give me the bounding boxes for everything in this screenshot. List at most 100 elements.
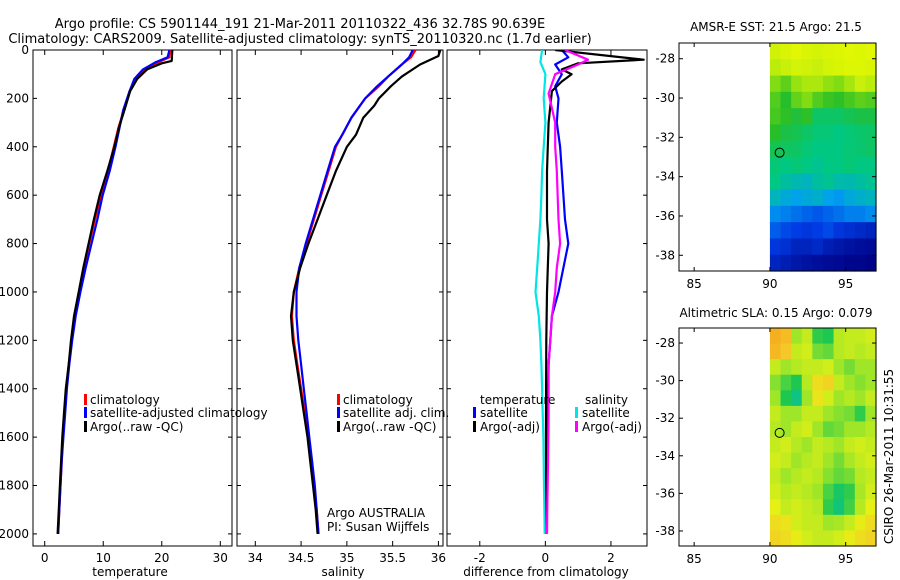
sla_map-cell: [865, 437, 877, 454]
sst_map-cell: [833, 157, 845, 174]
sla_map-cell: [780, 514, 792, 532]
salinity-series-2: [289, 50, 442, 534]
difference-xtick-label: 0: [542, 551, 550, 565]
temperature-ytick-label: 0: [21, 43, 29, 57]
sla_map-cell: [854, 483, 866, 500]
sst_map-cell: [844, 75, 856, 93]
sla_map-cell: [844, 328, 856, 345]
sla_map-cell: [769, 374, 782, 391]
sla-map-panel: 85 90 95 -28 -30 -32 -34 -36 -38: [655, 327, 877, 566]
sla_map-cell: [769, 530, 782, 547]
sst_map-cell: [769, 140, 782, 158]
sst_map-cell: [780, 205, 792, 223]
sla_map-cell: [780, 530, 792, 547]
sla_map-xtick-label: 90: [762, 552, 777, 566]
sst_map-cell: [833, 238, 845, 256]
sst_map-cell: [865, 108, 877, 126]
sst_map-cell: [801, 205, 813, 223]
sst_map-cell: [865, 222, 877, 240]
sla_map-cell: [822, 343, 835, 360]
sla_map-cell: [865, 390, 877, 407]
sla_map-cell: [769, 468, 782, 485]
sst_map-cell: [865, 75, 877, 93]
sla_map-cell: [791, 405, 803, 423]
sst_map-cell: [833, 59, 845, 77]
legend-label-diff-temp-satellite: satellite: [480, 406, 528, 420]
sst_map-cell: [812, 59, 824, 77]
sst_map-cell: [812, 238, 824, 256]
sla_map-cell: [812, 328, 824, 345]
sla_map-cell: [854, 405, 866, 423]
temperature-ytick-label: 1000: [0, 285, 29, 299]
sla_map-cell: [854, 437, 866, 454]
sst_map-cell: [833, 75, 845, 93]
temperature-ytick-label: 800: [6, 237, 29, 251]
figure-title-line1: Argo profile: CS 5901144_191 21-Mar-2011…: [55, 17, 545, 32]
sla_map-cell: [791, 390, 803, 407]
sst_map-cell: [833, 140, 845, 158]
sst_map-cell: [791, 173, 803, 191]
sst_map-cell: [822, 254, 835, 272]
sst_map-cell: [833, 43, 845, 60]
sst_map-cell: [812, 75, 824, 93]
sst_map-cell: [833, 205, 845, 223]
sst_map-cell: [791, 205, 803, 223]
sla_map-cell: [780, 390, 792, 407]
sst_map-cell: [854, 108, 866, 126]
sla_map-cell: [822, 530, 835, 547]
sst_map-cell: [791, 140, 803, 158]
sla_map-cell: [833, 374, 845, 391]
sla_map-cell: [791, 343, 803, 360]
sst_map-cell: [769, 205, 782, 223]
sla_map-cell: [833, 405, 845, 423]
sst_map-cell: [822, 222, 835, 240]
sst_map-cell: [780, 59, 792, 77]
sst_map-cell: [844, 140, 856, 158]
sst_map-cell: [780, 173, 792, 191]
sla_map-cell: [833, 437, 845, 454]
sla_map-cell: [780, 452, 792, 469]
salinity-plot-frame: [236, 49, 444, 547]
difference-xlabel: difference from climatology: [463, 565, 629, 579]
legend-swatch-diff-temp-satellite: [473, 407, 476, 418]
sst_map-cell: [812, 254, 824, 272]
sst_map-argo-location-marker: [774, 147, 785, 158]
sla_map-cell: [833, 530, 845, 547]
sla_map-cell: [844, 437, 856, 454]
sst_map-cell: [812, 91, 824, 109]
legend-swatch-sal-satellite: [337, 407, 340, 418]
sst_map-cell: [780, 157, 792, 174]
sst_map-cell: [812, 173, 824, 191]
sst_map-cell: [801, 108, 813, 126]
sla_map-cell: [769, 390, 782, 407]
sla_map-cell: [801, 483, 813, 500]
sst_map-xtick-label: 85: [687, 277, 702, 291]
sla_map-cell: [801, 499, 813, 516]
sla_map-cell: [822, 374, 835, 391]
legend-header-salinity: salinity: [585, 393, 628, 407]
sst_map-ytick-label: -34: [655, 170, 675, 184]
sst_map-cell: [801, 43, 813, 60]
sla_map-cell: [801, 468, 813, 485]
sst_map-cell: [780, 189, 792, 207]
sst_map-cell: [812, 157, 824, 174]
sst_map-cell: [854, 43, 866, 60]
sla_map-cell: [791, 499, 803, 516]
sst_map-cell: [844, 91, 856, 109]
sst_map-cell: [812, 222, 824, 240]
sla_map-cell: [791, 483, 803, 500]
sst_map-cell: [822, 140, 835, 158]
legend-swatch-diff-sal-satellite: [575, 407, 578, 418]
sst_map-cell: [844, 222, 856, 240]
sst_map-cell: [865, 91, 877, 109]
sla_map-cell: [801, 405, 813, 423]
sst_map-cell: [844, 59, 856, 77]
sla_map-cell: [833, 359, 845, 376]
sla_map-cell: [865, 499, 877, 516]
sla_map-cell: [791, 452, 803, 469]
sst_map-cell: [865, 59, 877, 77]
sla_map-cell: [822, 452, 835, 469]
sst_map-cell: [844, 124, 856, 142]
sla_map-cell: [812, 343, 824, 360]
sla_map-cell: [854, 468, 866, 485]
